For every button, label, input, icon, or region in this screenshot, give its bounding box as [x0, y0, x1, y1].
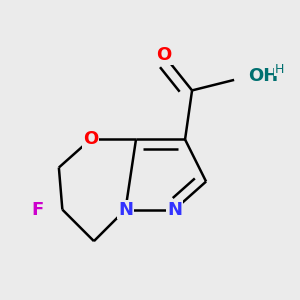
Text: OH: OH	[248, 68, 278, 85]
Text: H: H	[274, 63, 284, 76]
Text: N: N	[167, 201, 182, 219]
Text: N: N	[118, 201, 133, 219]
Text: O: O	[156, 46, 172, 64]
Text: F: F	[32, 201, 44, 219]
Text: O: O	[83, 130, 98, 148]
